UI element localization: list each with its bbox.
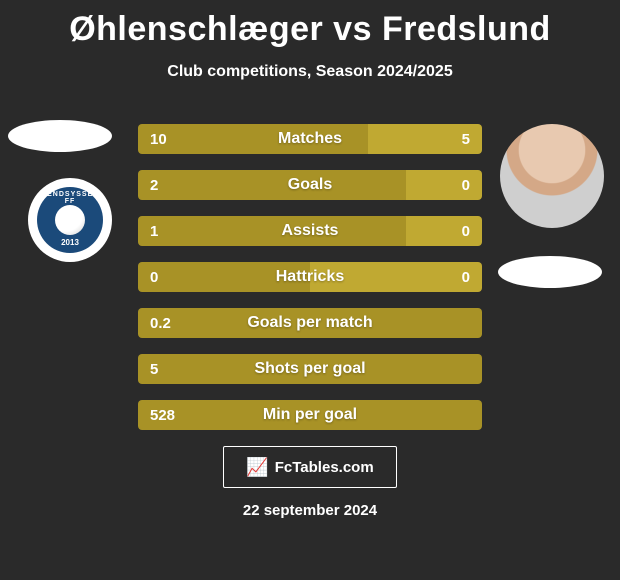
metric-label: Assists [138, 216, 482, 246]
metric-label: Matches [138, 124, 482, 154]
metric-value-right: 5 [450, 124, 482, 154]
metric-row: Hattricks0 0 [138, 262, 482, 292]
site-logo[interactable]: 📈 FcTables.com [223, 446, 397, 488]
metric-label: Goals [138, 170, 482, 200]
metric-row: Matches10 5 [138, 124, 482, 154]
metric-label: Shots per goal [138, 354, 482, 384]
player-left-placeholder [8, 120, 112, 152]
metric-label: Hattricks [138, 262, 482, 292]
comparison-bars: Matches105Goals20Assists10Hattricks00Goa… [138, 124, 482, 446]
crest-top-text: VENDSYSSEL FF [37, 191, 103, 205]
club-crest-left: VENDSYSSEL FF 2013 [28, 178, 112, 262]
metric-value-left: 0 [138, 262, 170, 292]
metric-value-left: 10 [138, 124, 179, 154]
page-subtitle: Club competitions, Season 2024/2025 [0, 63, 620, 81]
player-photo-right [500, 124, 604, 228]
metric-value-left: 0.2 [138, 308, 183, 338]
crest-year: 2013 [61, 238, 79, 247]
metric-value-left: 5 [138, 354, 170, 384]
player-right-placeholder [498, 256, 602, 288]
chart-icon: 📈 [246, 457, 268, 478]
metric-row: Min per goal528 [138, 400, 482, 430]
metric-row: Goals per match0.2 [138, 308, 482, 338]
metric-value-right: 0 [450, 216, 482, 246]
snapshot-date: 22 september 2024 [0, 502, 620, 519]
metric-value-right: 0 [450, 170, 482, 200]
metric-value-left: 528 [138, 400, 187, 430]
soccer-ball-icon [55, 205, 85, 235]
metric-value-left: 2 [138, 170, 170, 200]
metric-value-left: 1 [138, 216, 170, 246]
metric-row: Goals2 0 [138, 170, 482, 200]
metric-row: Shots per goal5 [138, 354, 482, 384]
metric-label: Goals per match [138, 308, 482, 338]
site-logo-text: FcTables.com [275, 459, 374, 476]
page-title: Øhlenschlæger vs Fredslund [0, 0, 620, 49]
metric-label: Min per goal [138, 400, 482, 430]
metric-row: Assists1 0 [138, 216, 482, 246]
metric-value-right: 0 [450, 262, 482, 292]
